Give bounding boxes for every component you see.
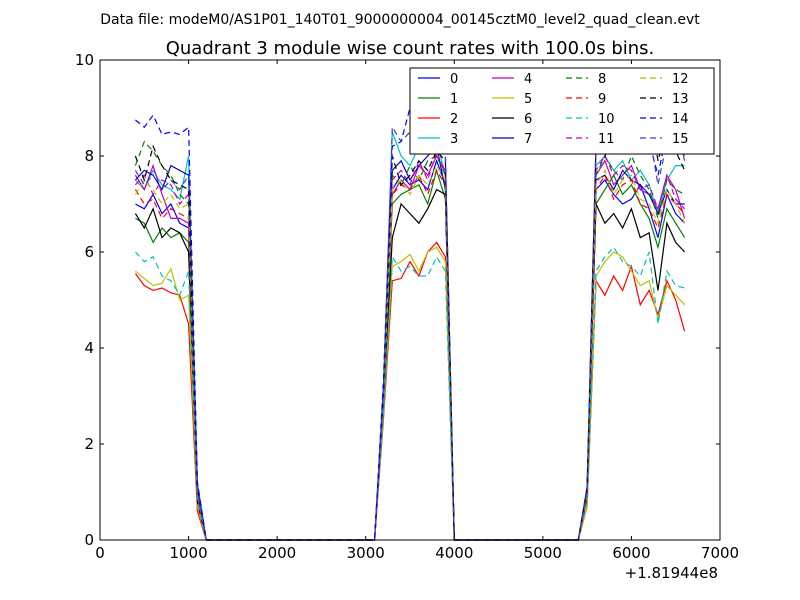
y-tick-label: 0 — [84, 531, 94, 549]
legend-label-11: 11 — [598, 132, 615, 147]
series-line-11 — [134, 149, 686, 541]
x-tick-label: 4000 — [435, 544, 473, 562]
x-tick-label: 1000 — [169, 544, 207, 562]
legend-label-14: 14 — [672, 112, 689, 127]
legend-label-6: 6 — [524, 112, 532, 127]
legend-label-5: 5 — [524, 92, 532, 107]
y-tick-label: 10 — [75, 51, 94, 69]
plot-frame — [99, 59, 721, 541]
legend-label-13: 13 — [672, 92, 689, 107]
series-line-7 — [134, 145, 685, 541]
y-tick-label: 6 — [84, 243, 94, 261]
legend-label-1: 1 — [450, 92, 458, 107]
legend-label-7: 7 — [524, 132, 532, 147]
series-line-12 — [134, 164, 686, 541]
legend-label-3: 3 — [450, 132, 458, 147]
legend-label-8: 8 — [598, 72, 606, 87]
series-line-13 — [134, 104, 686, 541]
series-line-15 — [134, 101, 686, 541]
chart-supertitle: Data file: modeM0/AS1P01_140T01_90000000… — [100, 12, 700, 28]
series-line-14 — [135, 106, 686, 541]
chart-title: Quadrant 3 module wise count rates with … — [166, 38, 655, 59]
x-tick-label: 7000 — [701, 544, 739, 562]
series-line-8 — [134, 140, 685, 541]
x-tick-label: 6000 — [612, 544, 650, 562]
legend-label-10: 10 — [598, 112, 615, 127]
series-line-10 — [134, 246, 685, 541]
series-line-1 — [135, 168, 686, 541]
x-tick-label: 2000 — [258, 544, 296, 562]
x-tick-label: 0 — [95, 544, 105, 562]
legend-label-12: 12 — [672, 72, 689, 87]
x-tick-label: 5000 — [524, 544, 562, 562]
legend-box — [409, 67, 715, 155]
series-line-9 — [134, 169, 686, 541]
legend-label-9: 9 — [598, 92, 606, 107]
series-line-2 — [134, 241, 686, 541]
y-tick-label: 8 — [84, 147, 94, 165]
legend-label-4: 4 — [524, 72, 532, 87]
series-layer — [134, 101, 686, 541]
x-tick-label: 3000 — [347, 544, 385, 562]
series-line-6 — [134, 188, 686, 541]
legend-label-0: 0 — [450, 72, 458, 87]
x-offset-label: +1.81944e8 — [625, 564, 718, 582]
legend-label-2: 2 — [450, 112, 458, 127]
y-tick-label: 4 — [84, 339, 94, 357]
y-tick-label: 2 — [84, 435, 94, 453]
legend-label-15: 15 — [672, 132, 689, 147]
